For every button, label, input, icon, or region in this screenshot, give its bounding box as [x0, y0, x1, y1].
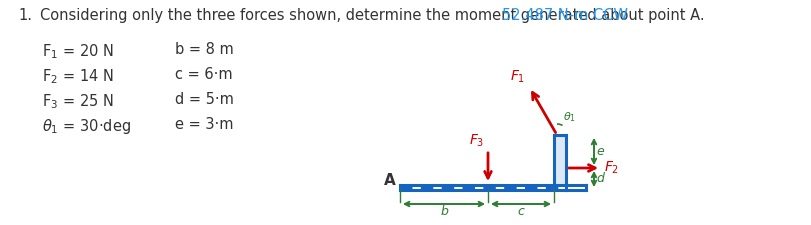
Text: c: c: [517, 205, 524, 218]
Text: b: b: [440, 205, 448, 218]
Text: $F_3$: $F_3$: [468, 133, 483, 149]
Text: d = 5·m: d = 5·m: [175, 92, 234, 107]
Text: b = 8 m: b = 8 m: [175, 42, 234, 57]
Text: F$_1$ = 20 N: F$_1$ = 20 N: [42, 42, 114, 61]
Text: e: e: [595, 145, 603, 158]
Polygon shape: [553, 135, 565, 185]
Text: A: A: [384, 173, 396, 188]
Text: e = 3·m: e = 3·m: [175, 117, 234, 132]
Text: $\theta_1$ = 30·deg: $\theta_1$ = 30·deg: [42, 117, 131, 136]
Text: F$_2$ = 14 N: F$_2$ = 14 N: [42, 67, 114, 86]
Text: 1.: 1.: [18, 8, 32, 23]
Text: $\theta_1$: $\theta_1$: [562, 110, 575, 124]
Text: Considering only the three forces shown, determine the moment generated about po: Considering only the three forces shown,…: [40, 8, 704, 23]
Text: $F_1$: $F_1$: [509, 69, 525, 85]
Text: c = 6·m: c = 6·m: [175, 67, 232, 82]
Text: d: d: [595, 173, 603, 185]
Text: 52.487 N-m CCW: 52.487 N-m CCW: [501, 8, 627, 23]
Text: $F_2$: $F_2$: [603, 160, 619, 176]
Text: F$_3$ = 25 N: F$_3$ = 25 N: [42, 92, 114, 111]
